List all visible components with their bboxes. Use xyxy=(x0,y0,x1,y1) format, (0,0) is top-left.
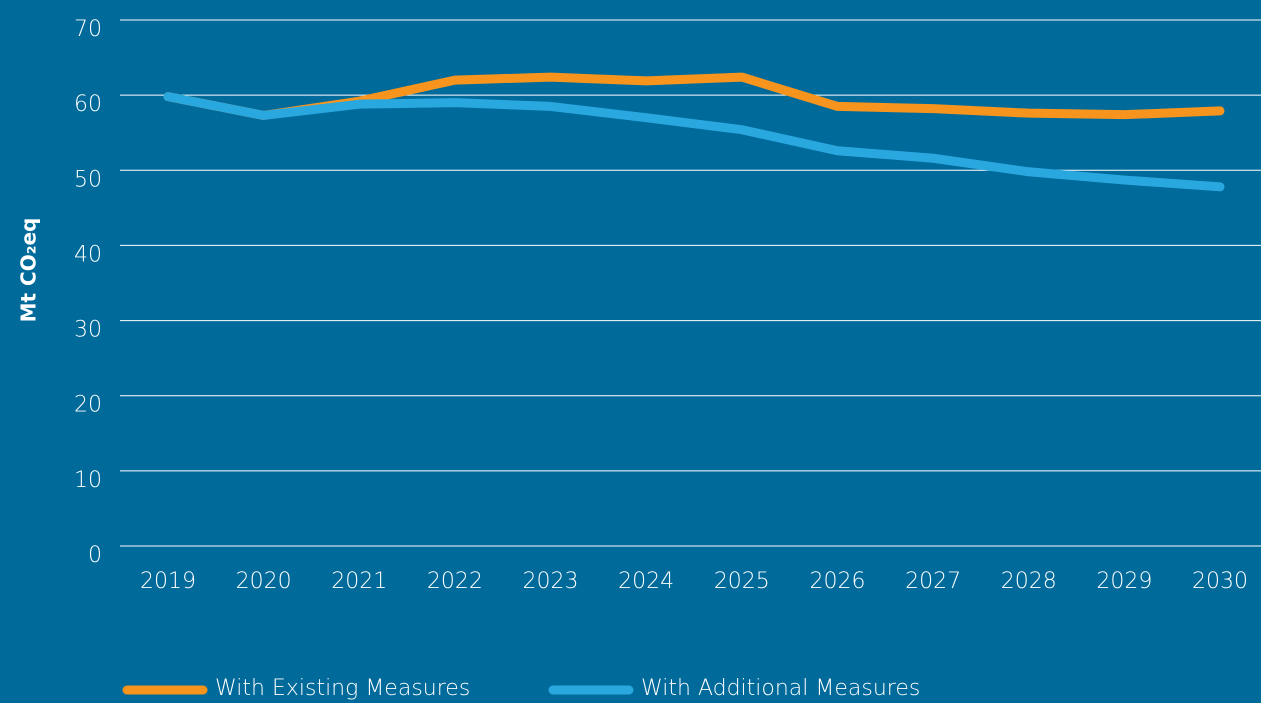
series-line xyxy=(163,92,1225,192)
x-tick-label: 2023 xyxy=(523,569,579,594)
x-tick-label: 2027 xyxy=(905,569,961,594)
y-tick-label: 50 xyxy=(74,167,102,192)
x-tick-label: 2022 xyxy=(427,569,483,594)
x-tick-label: 2020 xyxy=(236,569,292,594)
x-tick-label: 2024 xyxy=(618,569,674,594)
y-tick-label: 70 xyxy=(74,17,102,42)
x-tick-label: 2030 xyxy=(1192,569,1248,594)
x-tick-label: 2029 xyxy=(1096,569,1152,594)
legend-label: With Existing Measures xyxy=(215,676,470,701)
x-tick-label: 2019 xyxy=(140,569,196,594)
y-tick-label: 30 xyxy=(74,318,102,343)
x-tick-label: 2021 xyxy=(331,569,387,594)
y-tick-label: 0 xyxy=(88,543,102,568)
x-tick-label: 2026 xyxy=(809,569,865,594)
x-tick-label: 2028 xyxy=(1001,569,1057,594)
y-tick-label: 10 xyxy=(74,468,102,493)
y-axis-label: Mt CO₂eq xyxy=(17,218,41,323)
y-tick-label: 60 xyxy=(74,92,102,117)
y-tick-label: 20 xyxy=(74,393,102,418)
y-tick-label: 40 xyxy=(74,242,102,267)
x-tick-label: 2025 xyxy=(714,569,770,594)
legend-label: With Additional Measures xyxy=(641,676,920,701)
